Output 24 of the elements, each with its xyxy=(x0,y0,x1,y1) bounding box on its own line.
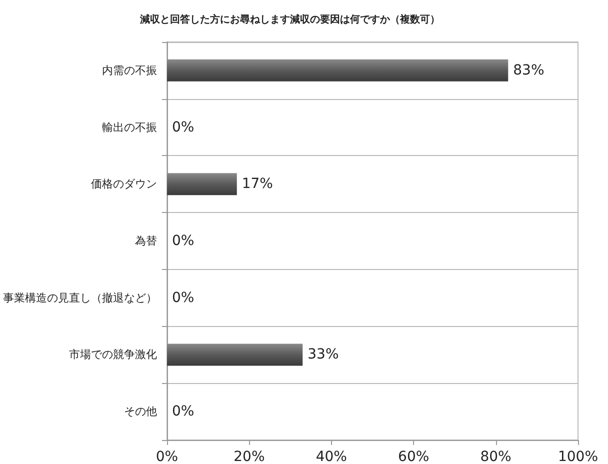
data-label: 17% xyxy=(242,176,273,192)
x-tick-label: 80% xyxy=(480,449,512,464)
bar xyxy=(167,173,237,196)
x-tick-label: 20% xyxy=(234,449,265,464)
y-tick-label: 為替 xyxy=(135,234,157,248)
x-tick-label: 40% xyxy=(316,449,347,464)
data-label: 0% xyxy=(172,233,194,249)
y-tick-label: 事業構造の見直し（撤退など） xyxy=(3,291,157,304)
y-tick-label: 価格のダウン xyxy=(91,178,157,191)
x-tick-label: 0% xyxy=(156,449,178,464)
y-tick-label: 内需の不振 xyxy=(102,64,157,77)
chart-title: 減収と回答した方にお尋ねします減収の要因は何ですか（複数可） xyxy=(139,14,440,26)
data-label: 0% xyxy=(172,119,194,136)
data-label: 0% xyxy=(172,404,194,420)
data-label: 83% xyxy=(513,62,544,78)
data-label: 0% xyxy=(172,290,194,306)
y-tick-label: その他 xyxy=(124,405,157,418)
bar xyxy=(167,59,508,82)
x-tick-label: 100% xyxy=(558,449,598,464)
bar xyxy=(167,344,303,366)
y-tick-label: 輸出の不振 xyxy=(102,120,157,134)
data-label: 33% xyxy=(308,346,339,363)
y-tick-label: 市場での競争激化 xyxy=(69,348,157,362)
x-tick-label: 60% xyxy=(398,449,430,464)
